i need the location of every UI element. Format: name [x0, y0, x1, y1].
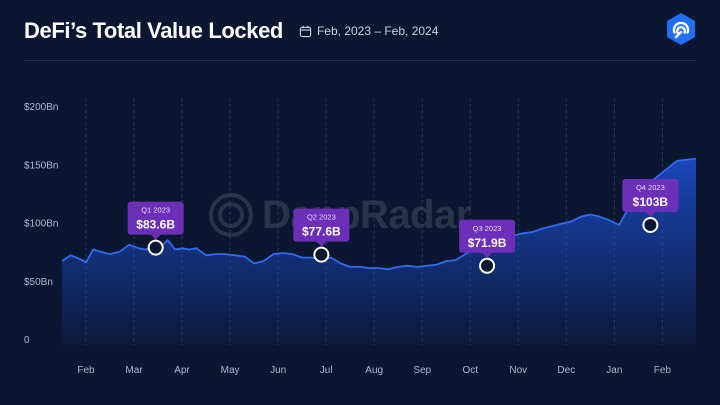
x-tick-label-1: Mar — [125, 365, 143, 376]
y-tick-label-2: $100Bn — [24, 219, 58, 230]
callout-pointer-3 — [645, 212, 656, 218]
y-tick-label-4: $200Bn — [24, 102, 58, 113]
date-range: Feb, 2023 – Feb, 2024 — [299, 24, 438, 38]
callout-marker-0 — [147, 239, 164, 256]
x-tick-label-6: Aug — [365, 365, 383, 376]
x-tick-label-10: Dec — [557, 365, 575, 376]
x-tick-label-7: Sep — [413, 365, 431, 376]
x-tick-label-9: Nov — [509, 365, 527, 376]
x-tick-label-11: Jan — [606, 365, 622, 376]
x-tick-label-3: May — [221, 365, 240, 376]
tvl-area — [62, 158, 696, 345]
x-tick-label-4: Jun — [270, 365, 286, 376]
callout-box-0 — [127, 201, 184, 235]
callout-marker-1 — [313, 246, 330, 263]
callout-marker-3 — [642, 217, 659, 234]
calendar-icon — [299, 25, 312, 37]
watermark-logo-icon — [209, 193, 253, 237]
callout-value-3: $103B — [633, 195, 669, 209]
callout-pointer-2 — [482, 252, 493, 258]
callout-box-1 — [293, 208, 350, 242]
page-title: DeFi’s Total Value Locked — [24, 18, 283, 43]
callout-quarter-0: Q1 2023 — [141, 206, 170, 215]
x-tick-label-8: Oct — [462, 365, 478, 376]
callout-pointer-0 — [150, 234, 161, 240]
x-tick-label-2: Apr — [174, 365, 190, 376]
y-tick-label-1: $50Bn — [24, 277, 53, 288]
x-tick-label-0: Feb — [77, 365, 95, 376]
x-tick-label-12: Feb — [654, 365, 672, 376]
callout-box-3 — [622, 179, 679, 213]
callout-pointer-1 — [316, 241, 327, 247]
callout-value-2: $71.9B — [468, 236, 507, 250]
callout-quarter-3: Q4 2023 — [636, 183, 665, 192]
x-tick-label-5: Jul — [320, 365, 333, 376]
y-tick-label-3: $150Bn — [24, 160, 58, 171]
callout-marker-2 — [479, 257, 496, 274]
header-divider — [24, 60, 696, 61]
callout-quarter-1: Q2 2023 — [307, 213, 336, 222]
callout-box-2 — [459, 219, 516, 253]
chart-header: DeFi’s Total Value Locked Feb, 2023 – Fe… — [24, 14, 700, 48]
callout-quarter-2: Q3 2023 — [473, 224, 502, 233]
callout-value-1: $77.6B — [302, 225, 341, 239]
callout-value-0: $83.6B — [136, 218, 175, 232]
dappradar-logo-icon — [667, 13, 695, 45]
date-range-label: Feb, 2023 – Feb, 2024 — [316, 24, 439, 38]
y-tick-label-0: 0 — [24, 335, 30, 346]
